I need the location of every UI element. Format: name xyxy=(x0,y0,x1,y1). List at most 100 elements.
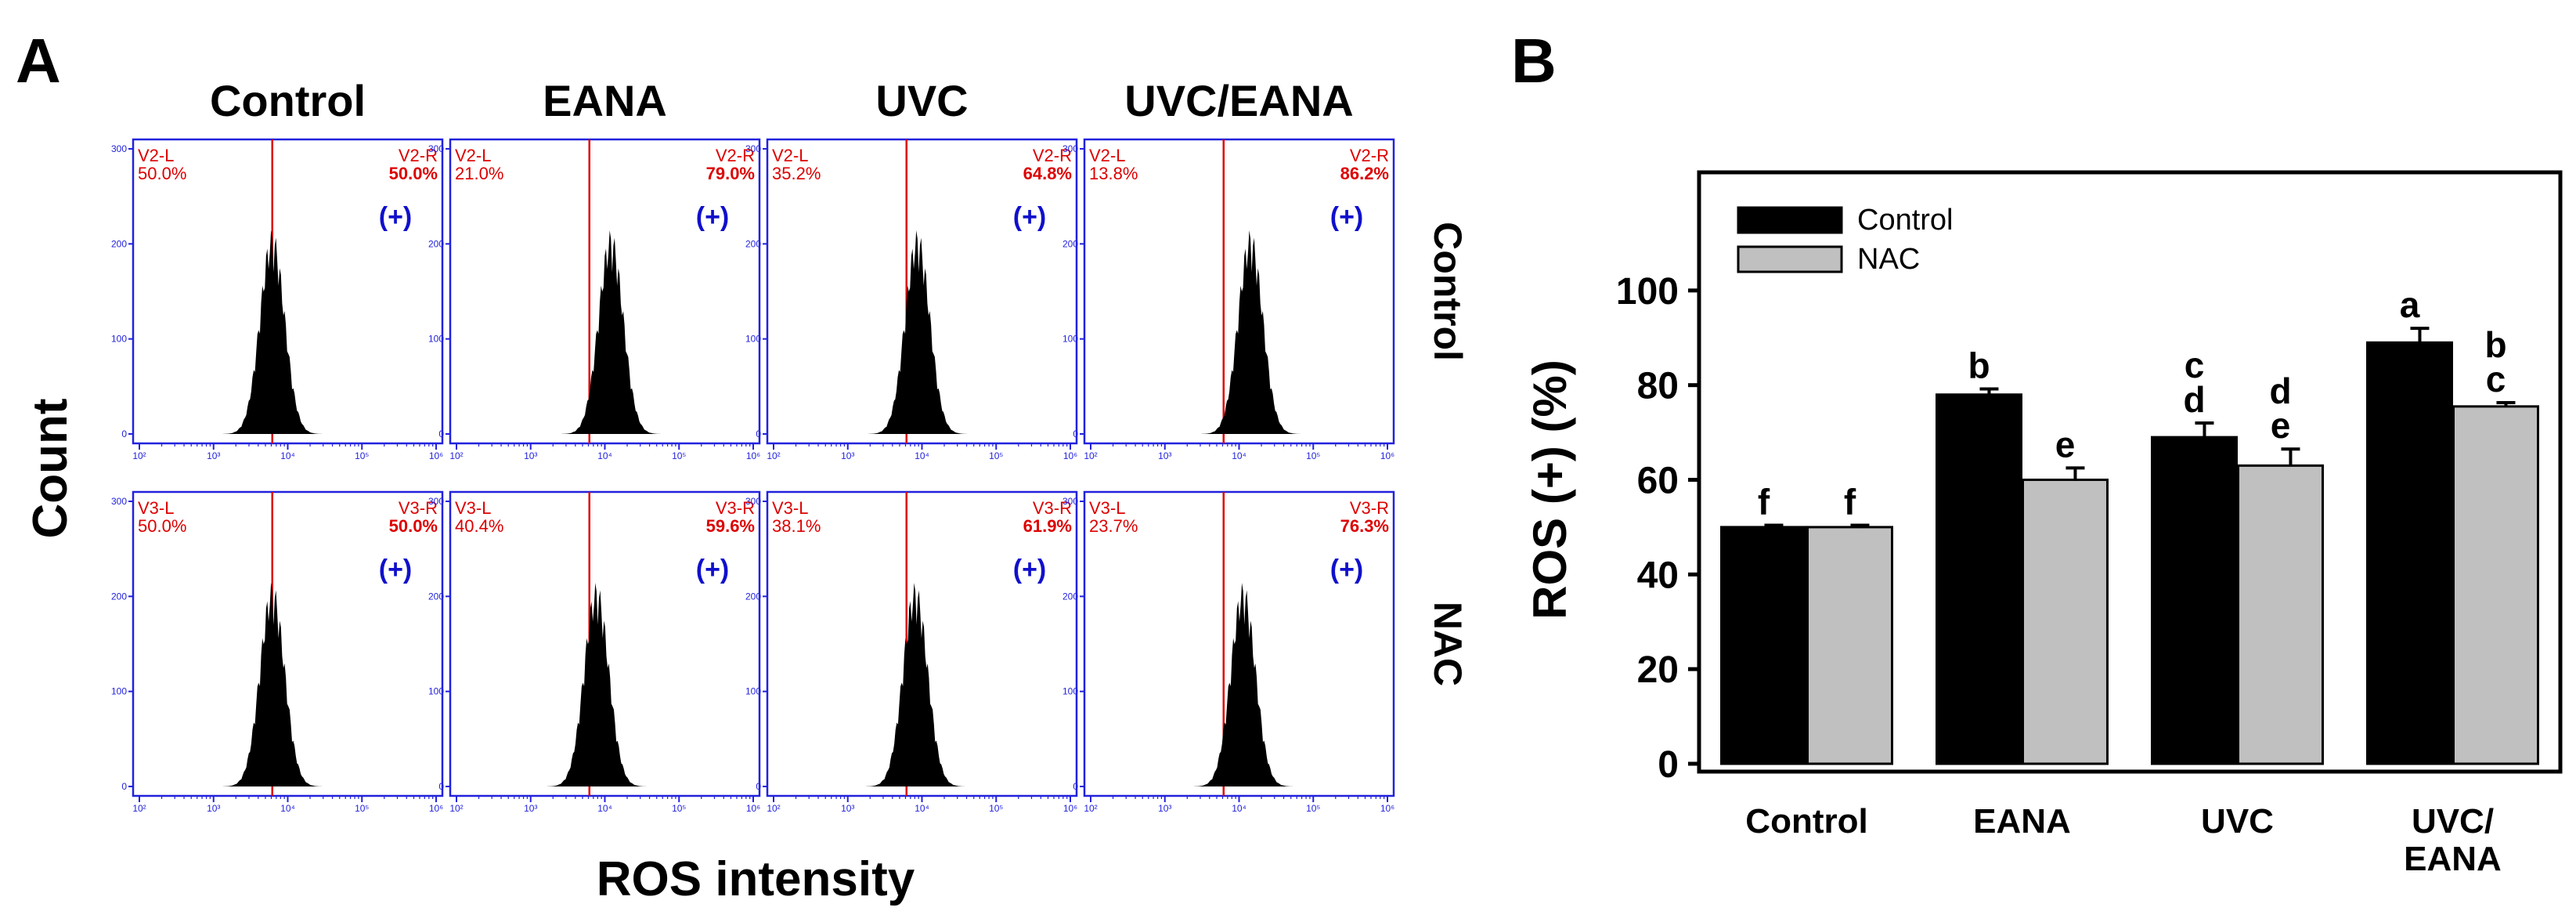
y-tick-label: 100 xyxy=(745,334,761,345)
x-tick-label: 10³ xyxy=(207,803,220,814)
left-gate-name: V2-L xyxy=(772,146,808,165)
bar xyxy=(1936,393,2022,765)
x-tick-label: 10⁶ xyxy=(746,450,760,461)
left-gate-pct: 50.0% xyxy=(138,516,186,536)
right-gate-pct: 50.0% xyxy=(389,164,438,183)
y-tick-label: 0 xyxy=(438,428,444,439)
y-tick-label: 300 xyxy=(111,496,127,507)
x-tick-label: 10⁵ xyxy=(989,450,1003,461)
x-tick-label: 10² xyxy=(449,803,463,814)
y-tick-label: 300 xyxy=(111,143,127,154)
category-label: Control xyxy=(1745,802,1867,841)
bar xyxy=(1720,526,1807,765)
x-tick-label: 10⁶ xyxy=(429,803,443,814)
y-tick-label: 300 xyxy=(428,143,444,154)
left-gate-name: V2-L xyxy=(455,146,491,165)
positive-marker: (+) xyxy=(1330,555,1364,584)
x-tick-label: 10⁴ xyxy=(1232,803,1247,814)
y-tick-label: 100 xyxy=(1063,686,1078,697)
y-tick-label: 0 xyxy=(438,781,444,792)
column-title: UVC/EANA xyxy=(1124,76,1353,125)
histogram xyxy=(868,230,967,434)
left-gate-pct: 21.0% xyxy=(455,164,503,183)
right-gate-name: V3-R xyxy=(1033,498,1072,518)
y-tick-label: 100 xyxy=(111,334,127,345)
x-tick-label: 10³ xyxy=(1158,803,1171,814)
row-label: NAC xyxy=(1426,602,1470,686)
positive-marker: (+) xyxy=(1013,202,1047,232)
panel-a-row-labels: Control NAC xyxy=(1426,222,1470,686)
significance-letter: d xyxy=(2269,371,2291,411)
x-tick-label: 10⁵ xyxy=(989,803,1003,814)
x-tick-label: 10³ xyxy=(524,450,537,461)
y-axis: 0 20 40 60 80 100 xyxy=(1616,271,1699,786)
positive-marker: (+) xyxy=(1013,555,1047,584)
panel-b-label: B xyxy=(1511,26,1557,96)
left-gate-name: V3-L xyxy=(455,498,491,518)
significance-letter: b xyxy=(2484,324,2506,365)
right-gate-name: V3-R xyxy=(1350,498,1389,518)
x-tick-label: 10⁶ xyxy=(1063,450,1077,461)
x-tick-label: 10² xyxy=(767,450,780,461)
left-gate-name: V2-L xyxy=(1089,146,1125,165)
bar xyxy=(2452,405,2539,765)
panel-b-y-axis-title: ROS (+) (%) xyxy=(1524,360,1576,620)
bar xyxy=(2151,436,2238,765)
legend: Control NAC xyxy=(1737,204,1954,276)
y-tick-label: 300 xyxy=(428,496,444,507)
histogram-plot: 300 200 100 0 10² 10³ 10⁴ 10⁵ 10⁶ V3-L23.7% V3-R76… xyxy=(1063,490,1395,814)
y-tick-label: 300 xyxy=(745,496,761,507)
x-tick-label: 10⁵ xyxy=(355,450,369,461)
panel-a-column-titles: Control EANA UVC UVC/EANA xyxy=(210,76,1354,125)
left-gate-pct: 50.0% xyxy=(138,164,186,183)
left-gate-pct: 40.4% xyxy=(455,516,503,536)
right-gate-name: V2-R xyxy=(716,146,755,165)
x-tick-label: 10⁴ xyxy=(915,450,929,461)
right-gate-pct: 61.9% xyxy=(1023,516,1072,536)
x-tick-label: 10³ xyxy=(524,803,537,814)
y-tick-label: 100 xyxy=(1063,334,1078,345)
histogram-plot: 300 200 100 0 10² 10³ 10⁴ 10⁵ 10⁶ V2-L35.2% V2-R64… xyxy=(745,138,1078,461)
legend-label: Control xyxy=(1857,204,1954,237)
panel-a-flow-cytometry: A Count ROS intensity Control EANA UVC UVC/… xyxy=(16,26,1470,906)
row-label: Control xyxy=(1426,222,1470,361)
histogram xyxy=(547,583,647,786)
category-label: UVC/ xyxy=(2412,802,2494,841)
x-tick-label: 10⁴ xyxy=(597,450,612,461)
left-gate-pct: 13.8% xyxy=(1089,164,1138,183)
histogram xyxy=(561,230,661,434)
histogram-plot: 300 200 100 0 10² 10³ 10⁴ 10⁵ 10⁶ V3-L38.1% V3-R61… xyxy=(745,490,1078,814)
x-tick-label: 10⁴ xyxy=(280,450,295,461)
legend-swatch xyxy=(1737,245,1843,273)
right-gate-name: V2-R xyxy=(399,146,438,165)
bar xyxy=(2237,464,2324,765)
category-label: UVC xyxy=(2201,802,2274,841)
positive-marker: (+) xyxy=(1330,202,1364,232)
positive-marker: (+) xyxy=(696,555,730,584)
bar xyxy=(2022,479,2109,765)
histogram xyxy=(1193,583,1293,786)
y-tick-label: 20 xyxy=(1637,649,1679,691)
histogram-plot: 300 200 100 0 10² 10³ 10⁴ 10⁵ 10⁶ V2-L21.0% V2-R79… xyxy=(428,138,761,461)
histogram-plot: 300 200 100 0 10² 10³ 10⁴ 10⁵ 10⁶ V2-L13.8% V2-R86… xyxy=(1063,138,1395,461)
x-tick-label: 10⁶ xyxy=(1380,450,1394,461)
y-tick-label: 60 xyxy=(1637,461,1679,502)
histogram xyxy=(865,583,965,786)
histogram xyxy=(222,583,322,786)
y-tick-label: 200 xyxy=(111,238,127,249)
y-tick-label: 200 xyxy=(1063,238,1078,249)
y-tick-label: 0 xyxy=(121,781,127,792)
left-gate-pct: 38.1% xyxy=(772,516,821,536)
panel-a-x-axis-title: ROS intensity xyxy=(597,852,915,906)
significance-letter: f xyxy=(1758,482,1770,522)
x-tick-label: 10² xyxy=(132,450,146,461)
histogram xyxy=(1200,230,1301,434)
x-tick-label: 10⁵ xyxy=(355,803,369,814)
right-gate-name: V2-R xyxy=(1033,146,1072,165)
x-tick-label: 10⁶ xyxy=(1380,803,1394,814)
column-title: Control xyxy=(210,76,366,125)
category-label: EANA xyxy=(2404,840,2502,878)
